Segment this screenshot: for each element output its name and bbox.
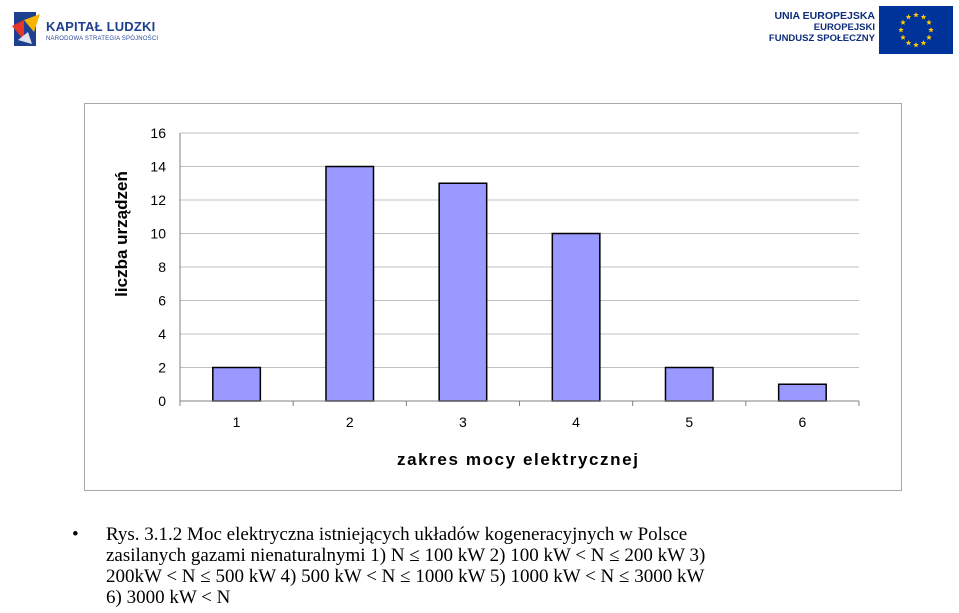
eu-star-icon <box>913 42 919 48</box>
x-tick-labels: 1 2 3 4 5 6 <box>233 414 807 430</box>
bar <box>325 165 375 402</box>
x-tick-label: 1 <box>233 414 241 430</box>
y-tick-label: 16 <box>150 125 166 141</box>
eu-star-icon <box>905 39 912 46</box>
y-axis-label: liczba urządzeń <box>112 171 131 297</box>
eu-logo-line2: EUROPEJSKI <box>813 22 875 33</box>
y-tick-label: 10 <box>150 226 166 242</box>
axes <box>179 133 860 406</box>
y-tick-label: 2 <box>158 360 166 376</box>
eu-star-icon <box>900 34 906 40</box>
y-tick-label: 4 <box>158 326 166 342</box>
bars <box>212 165 827 402</box>
eu-logo: UNIA EUROPEJSKA EUROPEJSKI FUNDUSZ SPOŁE… <box>763 6 953 54</box>
y-tick-label: 6 <box>158 293 166 309</box>
eu-star-icon <box>898 27 904 33</box>
x-tick-label: 2 <box>346 414 354 430</box>
bar <box>438 182 488 402</box>
y-tick-label: 14 <box>150 159 166 175</box>
caption-line: 200kW < N ≤ 500 kW 4) 500 kW < N ≤ 1000 … <box>106 566 705 587</box>
gridlines <box>180 132 859 368</box>
eu-flag-icon <box>879 6 953 54</box>
eu-star-icon <box>926 34 932 40</box>
eu-star-icon <box>926 19 932 25</box>
eu-star-icon <box>905 14 912 20</box>
x-tick-label: 6 <box>799 414 807 430</box>
bar <box>664 366 714 402</box>
bar <box>551 232 601 402</box>
kapital-ludzki-logo: KAPITAŁ LUDZKI NARODOWA STRATEGIA SPÓJNO… <box>10 8 210 53</box>
eu-star-icon <box>913 12 919 18</box>
bar <box>777 383 827 402</box>
y-tick-label: 12 <box>150 192 166 208</box>
x-tick-label: 4 <box>572 414 580 430</box>
eu-star-icon <box>920 14 927 20</box>
kapital-ludzki-subtitle: NARODOWA STRATEGIA SPÓJNOŚCI <box>46 36 159 42</box>
eu-star-icon <box>900 19 906 25</box>
y-tick-label: 8 <box>158 259 166 275</box>
caption-line: Rys. 3.1.2 Moc elektryczna istniejących … <box>106 524 688 545</box>
eu-logo-line1: UNIA EUROPEJSKA <box>774 10 875 22</box>
caption-line: 6) 3000 kW < N <box>106 587 231 608</box>
x-tick-label: 3 <box>459 414 467 430</box>
x-axis-label: zakres mocy elektrycznej <box>397 450 640 469</box>
eu-star-icon <box>920 39 927 46</box>
eu-star-icon <box>928 27 934 33</box>
eu-logo-line3: FUNDUSZ SPOŁECZNY <box>768 33 875 44</box>
kapital-ludzki-mark-icon <box>12 12 40 46</box>
caption-bullet: • <box>72 524 79 545</box>
bar <box>212 366 262 402</box>
kapital-ludzki-name: KAPITAŁ LUDZKI <box>46 19 156 34</box>
caption-text: Rys. 3.1.2 Moc elektryczna istniejących … <box>106 524 926 608</box>
x-tick-label: 5 <box>685 414 693 430</box>
y-tick-labels: 0 2 4 6 8 10 12 14 16 <box>150 125 166 409</box>
caption-line: zasilanych gazami nienaturalnymi 1) N ≤ … <box>106 545 706 566</box>
y-tick-label: 0 <box>158 393 166 409</box>
